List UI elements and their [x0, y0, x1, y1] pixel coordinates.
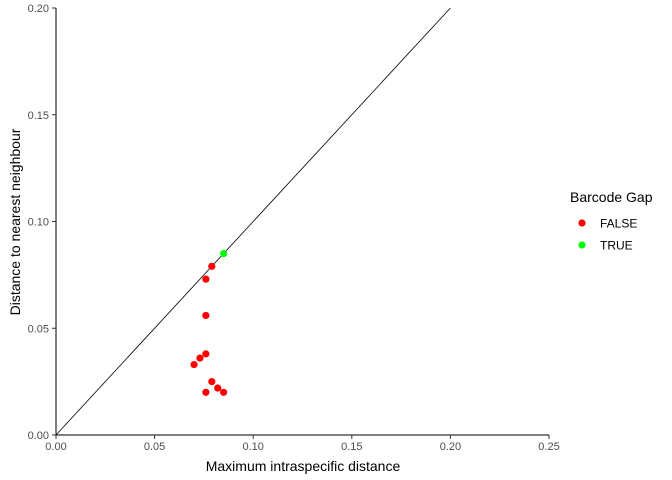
data-point-true	[220, 249, 228, 258]
x-tick-label: 0.25	[538, 441, 559, 453]
x-axis-title: Maximum intraspecific distance	[206, 458, 401, 474]
data-point-false	[202, 275, 210, 283]
y-tick-label: 0.10	[28, 217, 49, 229]
data-point-false	[202, 311, 210, 320]
data-point-false	[220, 388, 228, 396]
axes: 0.00 0.05 0.10 0.15 0.20 0.25 0.00 0.05 0.10 0.15…	[28, 3, 560, 453]
y-tick-label: 0.15	[28, 110, 49, 122]
data-point-false	[190, 360, 198, 369]
y-tick-label: 0.05	[28, 323, 49, 335]
y-axis-title: Distance to nearest neighbour	[7, 128, 23, 315]
legend-title: Barcode Gap	[570, 189, 653, 205]
data-point-false	[214, 384, 222, 392]
data-point-false	[208, 262, 216, 270]
data-point-false	[208, 378, 216, 386]
x-tick-label: 0.00	[45, 441, 66, 453]
legend: Barcode Gap FALSE TRUE	[570, 189, 653, 253]
y-tick-label: 0.00	[28, 430, 49, 442]
data-point-false	[202, 350, 210, 358]
plot-area	[55, 7, 451, 436]
x-tick-label: 0.10	[242, 441, 263, 453]
reference-line	[55, 7, 451, 436]
x-tick-label: 0.05	[144, 441, 165, 453]
y-tick-label: 0.20	[28, 3, 49, 15]
data-point-false	[202, 388, 210, 396]
legend-label-false: FALSE	[600, 217, 637, 231]
legend-label-true: TRUE	[600, 239, 633, 253]
legend-marker-false	[578, 219, 586, 227]
x-tick-label: 0.15	[341, 441, 362, 453]
data-point-false	[196, 354, 204, 362]
legend-marker-true	[578, 241, 586, 249]
x-tick-label: 0.20	[440, 441, 461, 453]
